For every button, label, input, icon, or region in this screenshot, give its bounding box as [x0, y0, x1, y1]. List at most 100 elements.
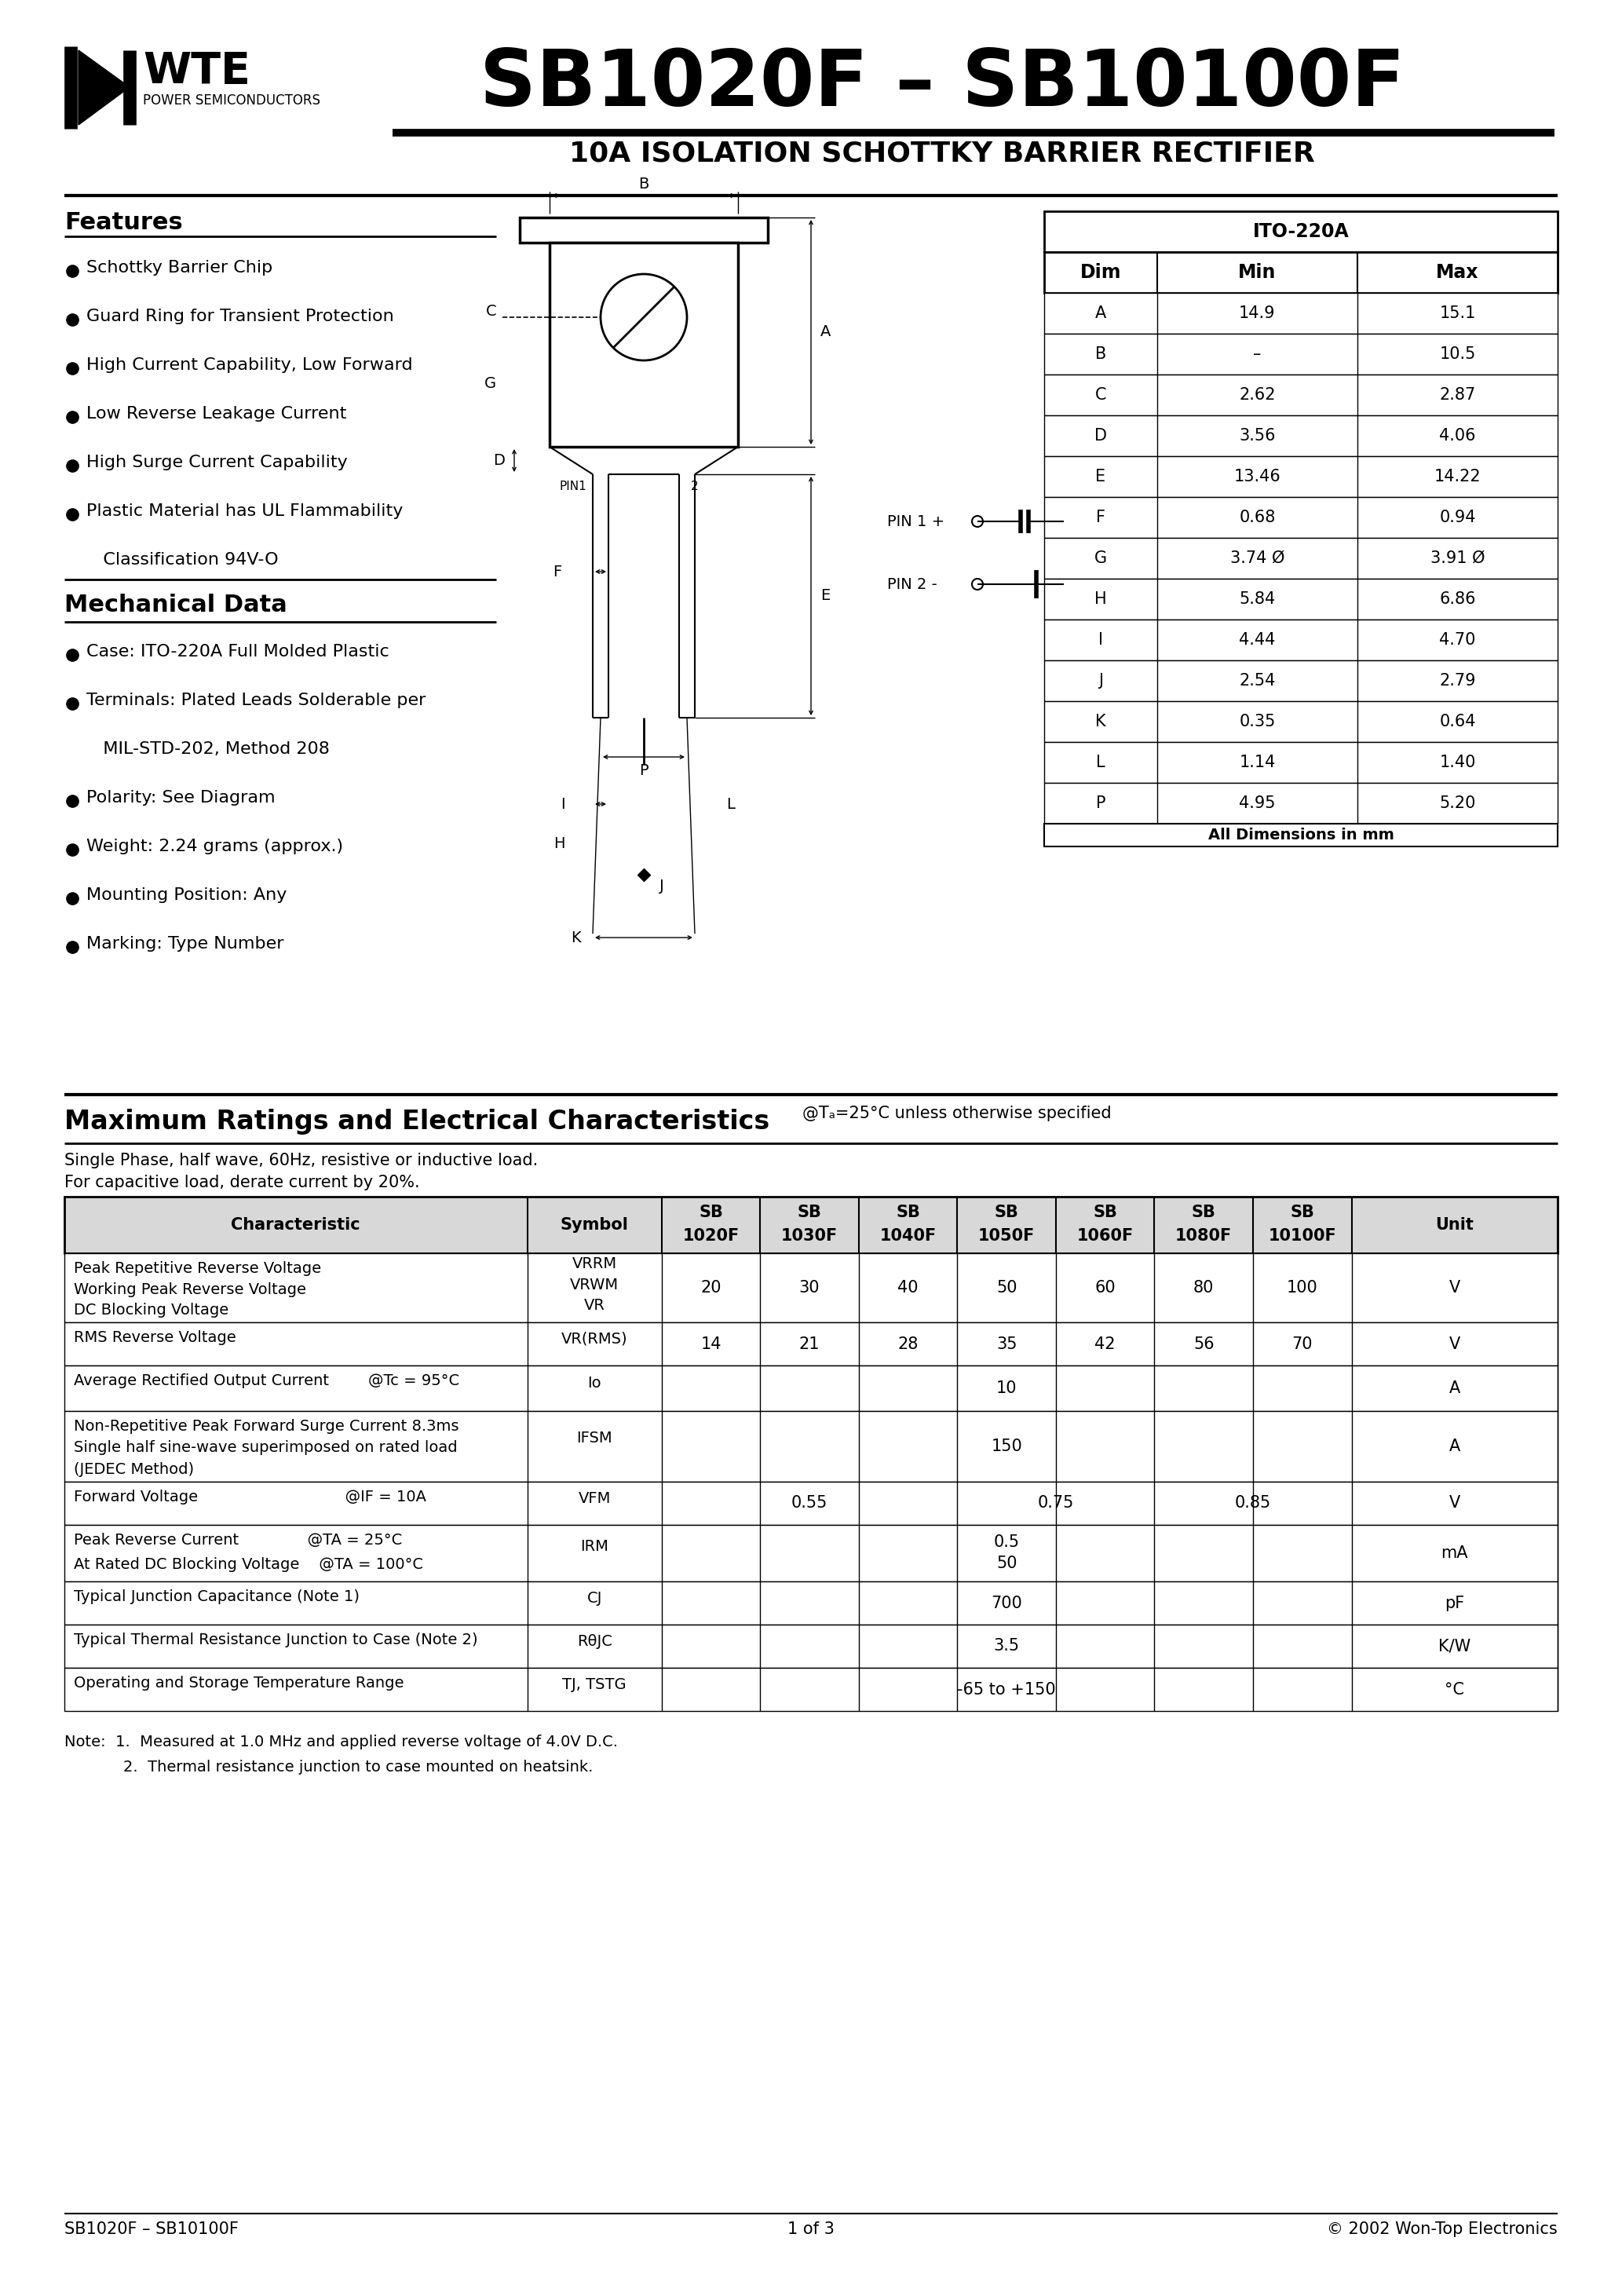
Text: 1030F: 1030F: [782, 1228, 839, 1244]
Text: 2.62: 2.62: [1239, 388, 1275, 402]
Text: -65 to +150: -65 to +150: [957, 1681, 1056, 1697]
Text: I: I: [1098, 631, 1103, 647]
Text: K: K: [1095, 714, 1106, 730]
Text: J: J: [1098, 673, 1103, 689]
Bar: [1045, 824, 1557, 847]
Text: CJ: CJ: [587, 1591, 602, 1605]
Text: 14: 14: [701, 1336, 722, 1352]
Text: 4.95: 4.95: [1239, 794, 1275, 810]
Bar: [1045, 700, 1557, 742]
Text: F: F: [553, 565, 561, 579]
Text: Symbol: Symbol: [560, 1217, 629, 1233]
Text: Peak Repetitive Reverse Voltage: Peak Repetitive Reverse Voltage: [73, 1261, 321, 1277]
Bar: [65, 1626, 1557, 1667]
Text: PIN 2 -: PIN 2 -: [887, 576, 938, 592]
Text: 4.44: 4.44: [1239, 631, 1275, 647]
Bar: [1045, 579, 1557, 620]
Text: @Tₐ=25°C unless otherwise specified: @Tₐ=25°C unless otherwise specified: [803, 1107, 1111, 1120]
Text: 1060F: 1060F: [1077, 1228, 1134, 1244]
Text: Terminals: Plated Leads Solderable per: Terminals: Plated Leads Solderable per: [86, 693, 427, 707]
Text: 70: 70: [1291, 1336, 1312, 1352]
Text: 0.75: 0.75: [1038, 1495, 1074, 1511]
Text: K/W: K/W: [1439, 1639, 1471, 1653]
Text: High Surge Current Capability: High Surge Current Capability: [86, 455, 347, 471]
Text: Non-Repetitive Peak Forward Surge Current 8.3ms: Non-Repetitive Peak Forward Surge Curren…: [73, 1419, 459, 1433]
Text: SB: SB: [1289, 1205, 1314, 1219]
Text: © 2002 Won-Top Electronics: © 2002 Won-Top Electronics: [1327, 2223, 1557, 2236]
Text: SB: SB: [1093, 1205, 1118, 1219]
Bar: [65, 1254, 1557, 1322]
Text: IFSM: IFSM: [576, 1430, 613, 1446]
Text: 0.94: 0.94: [1439, 510, 1476, 526]
Text: Forward Voltage                              @IF = 10A: Forward Voltage @IF = 10A: [73, 1490, 427, 1504]
Text: IRM: IRM: [581, 1538, 608, 1554]
Text: pF: pF: [1445, 1596, 1465, 1612]
Text: L: L: [727, 797, 735, 810]
Text: VFM: VFM: [577, 1490, 611, 1506]
Text: 1040F: 1040F: [879, 1228, 936, 1244]
Bar: [65, 1667, 1557, 1711]
Text: B: B: [639, 177, 649, 191]
Text: 2.79: 2.79: [1439, 673, 1476, 689]
Text: 700: 700: [991, 1596, 1022, 1612]
Text: Case: ITO-220A Full Molded Plastic: Case: ITO-220A Full Molded Plastic: [86, 643, 389, 659]
Text: 40: 40: [897, 1279, 918, 1295]
Text: For capacitive load, derate current by 20%.: For capacitive load, derate current by 2…: [65, 1176, 420, 1189]
Text: VR: VR: [584, 1297, 605, 1313]
Text: I: I: [561, 797, 564, 810]
Text: Operating and Storage Temperature Range: Operating and Storage Temperature Range: [73, 1676, 404, 1690]
Text: 42: 42: [1095, 1336, 1116, 1352]
Text: Characteristic: Characteristic: [232, 1217, 360, 1233]
Bar: [550, 243, 738, 448]
Text: SB: SB: [895, 1205, 920, 1219]
Text: SB: SB: [699, 1205, 723, 1219]
Text: PIN1: PIN1: [560, 480, 587, 491]
Text: Plastic Material has UL Flammability: Plastic Material has UL Flammability: [86, 503, 402, 519]
Text: A: A: [1448, 1380, 1460, 1396]
Bar: [65, 1525, 1557, 1582]
Text: Weight: 2.24 grams (approx.): Weight: 2.24 grams (approx.): [86, 838, 344, 854]
Text: All Dimensions in mm: All Dimensions in mm: [1208, 827, 1393, 843]
Text: E: E: [1095, 468, 1106, 484]
Bar: [1045, 537, 1557, 579]
Text: Guard Ring for Transient Protection: Guard Ring for Transient Protection: [86, 308, 394, 324]
Text: 5.20: 5.20: [1439, 794, 1476, 810]
Text: 0.85: 0.85: [1234, 1495, 1272, 1511]
Text: Unit: Unit: [1435, 1217, 1474, 1233]
Bar: [1045, 253, 1557, 294]
Text: 13.46: 13.46: [1234, 468, 1281, 484]
Text: POWER SEMICONDUCTORS: POWER SEMICONDUCTORS: [143, 94, 320, 108]
Text: 80: 80: [1194, 1279, 1215, 1295]
Text: 50: 50: [996, 1279, 1017, 1295]
Text: H: H: [1095, 592, 1106, 606]
Text: Maximum Ratings and Electrical Characteristics: Maximum Ratings and Electrical Character…: [65, 1109, 769, 1134]
Text: Typical Junction Capacitance (Note 1): Typical Junction Capacitance (Note 1): [73, 1589, 360, 1605]
Text: Io: Io: [587, 1375, 602, 1391]
Text: V: V: [1448, 1279, 1460, 1295]
Text: 0.68: 0.68: [1239, 510, 1275, 526]
Text: P: P: [1096, 794, 1106, 810]
Text: 1.40: 1.40: [1439, 755, 1476, 769]
Text: MIL-STD-202, Method 208: MIL-STD-202, Method 208: [86, 742, 329, 758]
Text: Working Peak Reverse Voltage: Working Peak Reverse Voltage: [73, 1281, 307, 1297]
Text: 1.14: 1.14: [1239, 755, 1275, 769]
Text: H: H: [553, 836, 564, 852]
Text: Max: Max: [1435, 264, 1479, 282]
Bar: [1045, 457, 1557, 496]
Text: 14.9: 14.9: [1239, 305, 1275, 321]
Text: Features: Features: [65, 211, 183, 234]
Bar: [1045, 620, 1557, 661]
Text: SB1020F – SB10100F: SB1020F – SB10100F: [480, 46, 1405, 122]
Text: High Current Capability, Low Forward: High Current Capability, Low Forward: [86, 358, 412, 372]
Text: Classification 94V-O: Classification 94V-O: [86, 551, 279, 567]
Text: V: V: [1448, 1336, 1460, 1352]
Text: 21: 21: [800, 1336, 819, 1352]
Text: WTE: WTE: [143, 51, 250, 92]
Bar: [1045, 661, 1557, 700]
Bar: [1045, 211, 1557, 253]
Text: Mounting Position: Any: Mounting Position: Any: [86, 886, 287, 902]
Text: Mechanical Data: Mechanical Data: [65, 595, 287, 615]
Text: 0.64: 0.64: [1439, 714, 1476, 730]
Text: Min: Min: [1238, 264, 1277, 282]
Text: 3.5: 3.5: [994, 1639, 1020, 1653]
